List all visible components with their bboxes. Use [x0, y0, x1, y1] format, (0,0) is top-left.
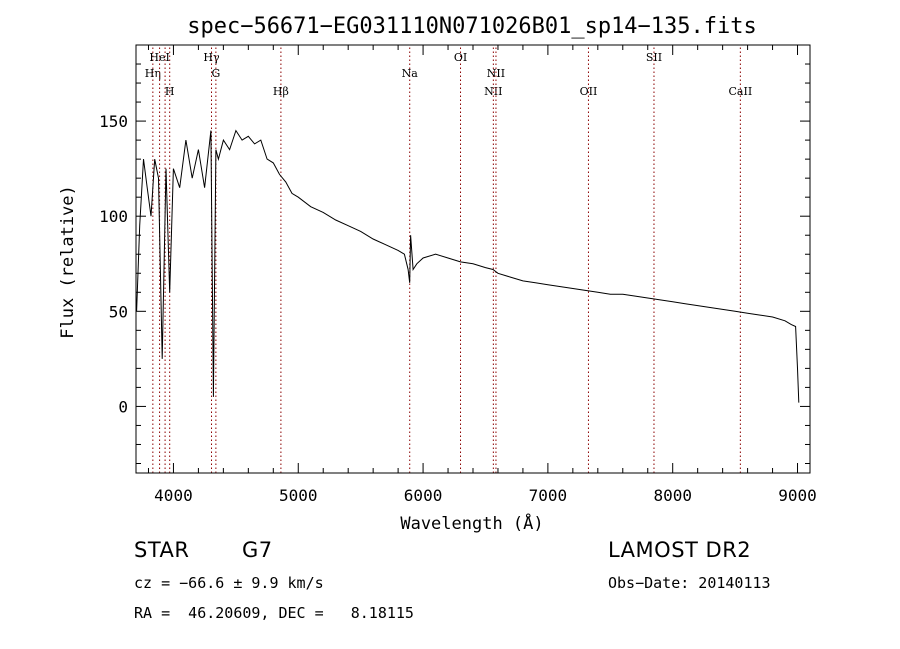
x-tick-label: 8000 — [653, 486, 692, 505]
y-axis-label: Flux (relative) — [58, 185, 78, 339]
plot-frame — [135, 44, 811, 474]
feature-line-label: SII — [646, 51, 662, 64]
observation-date: Obs−Date: 20140113 — [608, 574, 771, 592]
feature-line-label: Hβ — [273, 85, 289, 98]
feature-line-label: NII — [484, 85, 502, 98]
survey-name: LAMOST DR2 — [608, 538, 752, 562]
feature-line-label: OI — [454, 51, 467, 64]
x-tick-label: 9000 — [778, 486, 817, 505]
x-tick-label: 6000 — [404, 486, 443, 505]
feature-line-label: H — [165, 85, 175, 98]
redshift-velocity: cz = −66.6 ± 9.9 km/s — [134, 574, 324, 592]
spectrum-series-line — [136, 129, 800, 403]
y-tick-label: 0 — [118, 397, 128, 416]
ra-dec: RA = 46.20609, DEC = 8.18115 — [134, 604, 414, 622]
feature-line-label: Hγ — [203, 51, 220, 64]
feature-line-label: G — [211, 67, 220, 80]
object-subclass: G7 — [242, 538, 273, 562]
x-tick-label: 7000 — [529, 486, 568, 505]
chart-title: spec−56671−EG031110N071026B01_sp14−135.f… — [187, 14, 757, 39]
feature-line-label: OII — [580, 85, 598, 98]
x-tick-label: 5000 — [279, 486, 318, 505]
y-tick-label: 100 — [99, 207, 128, 226]
x-axis-label: Wavelength (Å) — [400, 512, 543, 534]
y-tick-label: 150 — [99, 112, 128, 131]
feature-line-label: NII — [487, 67, 505, 80]
feature-line-label: Hη — [145, 67, 161, 80]
x-tick-label: 4000 — [154, 486, 193, 505]
feature-line-label: HeI — [149, 51, 169, 64]
feature-line-label: Na — [402, 67, 419, 80]
feature-line-label: CaII — [729, 85, 753, 98]
y-tick-label: 50 — [109, 302, 128, 321]
object-type: STAR — [134, 538, 190, 562]
